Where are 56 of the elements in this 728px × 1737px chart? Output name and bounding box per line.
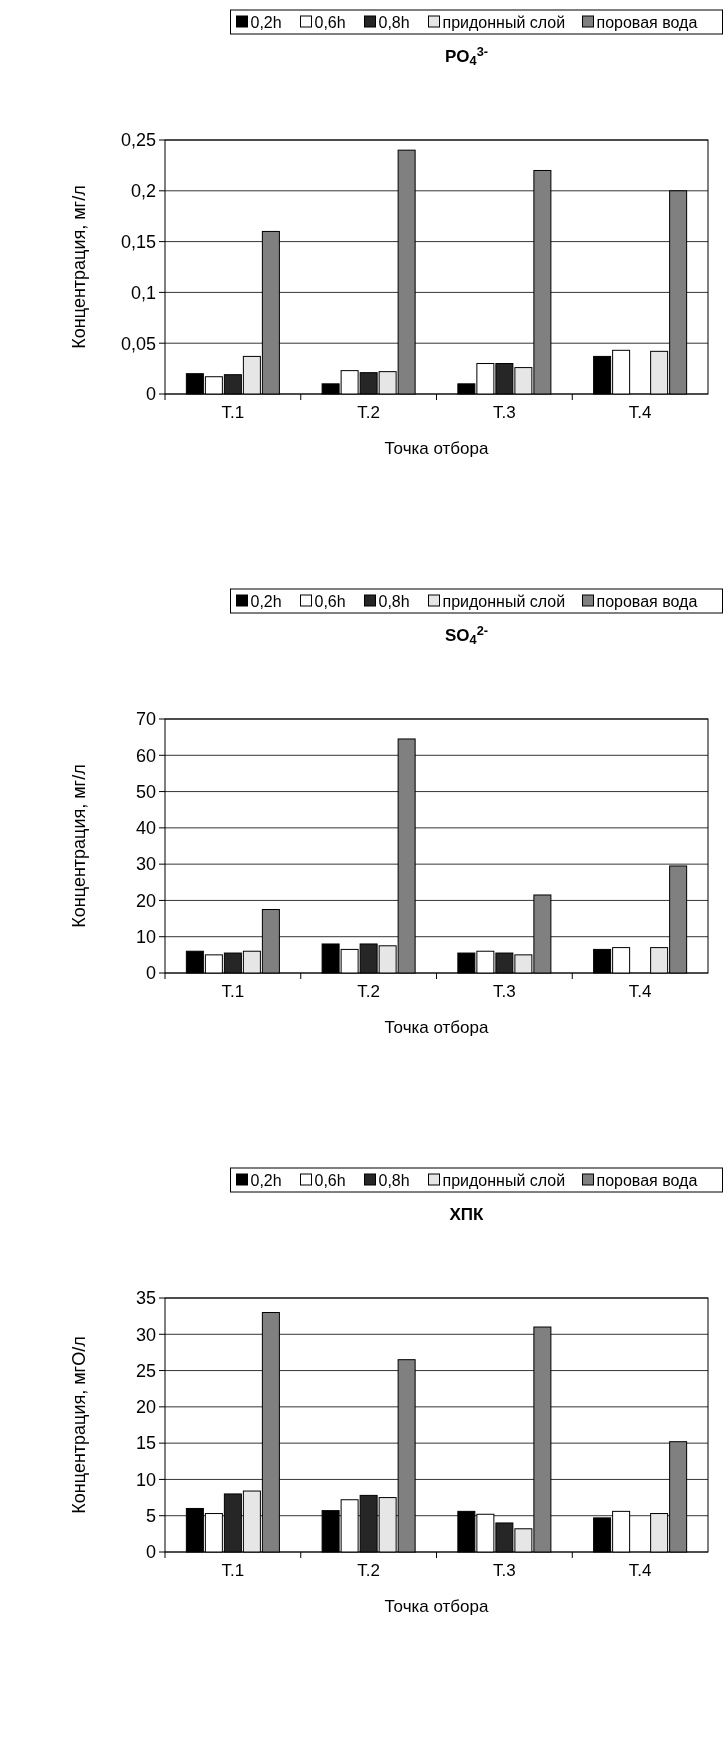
y-tick-label: 0,05 bbox=[120, 333, 156, 354]
legend-label: 0,6h bbox=[314, 593, 346, 610]
legend-label: 0,6h bbox=[314, 14, 346, 31]
x-tick-label: Т.4 bbox=[628, 1561, 652, 1580]
legend-label: 0,8h bbox=[378, 1172, 410, 1189]
x-tick-label: Т.3 bbox=[493, 982, 516, 1001]
x-tick-label: Т.2 bbox=[357, 403, 380, 422]
y-tick-label: 30 bbox=[135, 1324, 156, 1345]
y-tick-label: 0 bbox=[145, 1542, 156, 1563]
x-tick-label: Т.1 bbox=[221, 982, 245, 1001]
y-tick-label: 70 bbox=[135, 709, 156, 730]
x-tick-label: Т.4 bbox=[628, 403, 652, 422]
legend-label: поровая вода bbox=[596, 593, 698, 610]
x-tick-label: Т.2 bbox=[357, 982, 380, 1001]
legend-label: 0,6h bbox=[314, 1172, 346, 1189]
y-tick-label: 0 bbox=[145, 963, 156, 984]
y-tick-label: 60 bbox=[135, 745, 156, 766]
legend-label: 0,2h bbox=[250, 14, 282, 31]
y-axis-title: Концентрация, мг/л bbox=[69, 764, 89, 928]
y-tick-label: 0,15 bbox=[120, 231, 156, 252]
x-tick-label: Т.3 bbox=[493, 1561, 516, 1580]
x-axis-title: Точка отбора bbox=[384, 1597, 490, 1616]
y-tick-label: 50 bbox=[135, 781, 156, 802]
chart-title: ХПК bbox=[449, 1205, 485, 1224]
legend-label: 0,2h bbox=[250, 593, 282, 610]
x-tick-label: Т.3 bbox=[493, 403, 516, 422]
legend-label: поровая вода bbox=[596, 14, 698, 31]
legend-label: придонный слой bbox=[442, 14, 566, 31]
x-axis-title: Точка отбора bbox=[384, 1018, 490, 1037]
legend-label: поровая вода bbox=[596, 1172, 698, 1189]
y-axis-title: Концентрация, мгО/л bbox=[69, 1336, 89, 1514]
y-tick-label: 30 bbox=[135, 854, 156, 875]
y-tick-label: 35 bbox=[135, 1288, 156, 1309]
legend-label: придонный слой bbox=[442, 593, 566, 610]
y-tick-label: 15 bbox=[135, 1433, 156, 1454]
x-tick-label: Т.4 bbox=[628, 982, 652, 1001]
x-tick-label: Т.2 bbox=[357, 1561, 380, 1580]
y-tick-label: 0,25 bbox=[120, 130, 156, 151]
y-tick-label: 20 bbox=[135, 1397, 156, 1418]
y-tick-label: 10 bbox=[135, 927, 156, 948]
y-tick-label: 0 bbox=[145, 384, 156, 405]
x-tick-label: Т.1 bbox=[221, 403, 245, 422]
y-tick-label: 10 bbox=[135, 1469, 156, 1490]
x-tick-label: Т.1 bbox=[221, 1561, 245, 1580]
y-axis-title: Концентрация, мг/л bbox=[69, 185, 89, 349]
y-tick-label: 0,1 bbox=[130, 282, 156, 303]
y-tick-label: 0,2 bbox=[130, 181, 156, 202]
legend-label: придонный слой bbox=[442, 1172, 566, 1189]
x-axis-title: Точка отбора bbox=[384, 439, 490, 458]
y-tick-label: 5 bbox=[145, 1506, 156, 1527]
y-tick-label: 40 bbox=[135, 818, 156, 839]
legend-label: 0,8h bbox=[378, 593, 410, 610]
y-tick-label: 25 bbox=[135, 1360, 156, 1381]
legend-label: 0,8h bbox=[378, 14, 410, 31]
legend-label: 0,2h bbox=[250, 1172, 282, 1189]
y-tick-label: 20 bbox=[135, 890, 156, 911]
